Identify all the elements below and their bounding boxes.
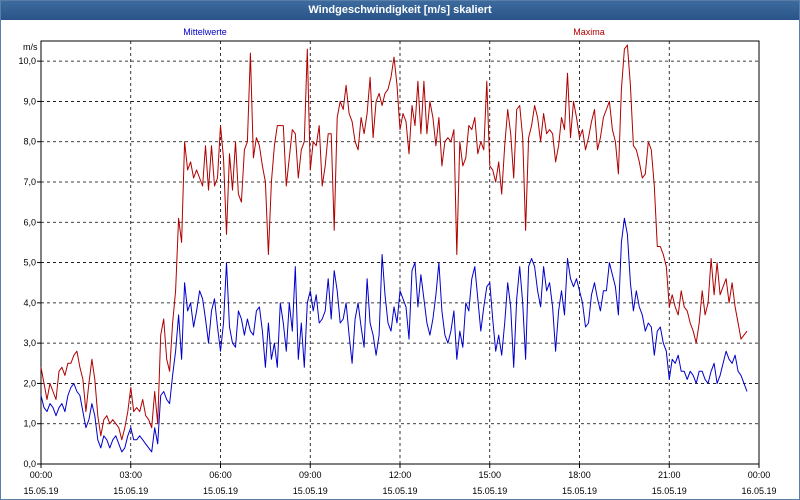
x-tick-time: 15:00 — [478, 470, 501, 480]
x-tick-time: 12:00 — [389, 470, 412, 480]
y-tick-label: 8,0 — [23, 137, 36, 147]
x-tick-time: 00:00 — [748, 470, 771, 480]
x-tick-date: 15.05.19 — [23, 486, 58, 496]
x-tick-date: 16.05.19 — [741, 486, 776, 496]
x-tick-time: 09:00 — [299, 470, 322, 480]
x-tick-date: 15.05.19 — [203, 486, 238, 496]
x-tick-date: 15.05.19 — [293, 486, 328, 496]
y-tick-label: 2,0 — [23, 378, 36, 388]
x-tick-date: 15.05.19 — [113, 486, 148, 496]
legend-mittelwerte: Mittelwerte — [183, 27, 227, 37]
y-tick-label: 6,0 — [23, 217, 36, 227]
y-tick-label: 0,0 — [23, 459, 36, 469]
y-tick-label: 7,0 — [23, 177, 36, 187]
line-chart: 0,0 1,0 2,0 3,0 4,0 5,0 6,0 7,0 8,0 9,0 10,0 m/s 00:… — [18, 27, 776, 496]
x-tick-time: 00:00 — [30, 470, 53, 480]
x-tick-time: 06:00 — [209, 470, 232, 480]
y-tick-label: 3,0 — [23, 338, 36, 348]
x-tick-date: 15.05.19 — [652, 486, 687, 496]
y-tick-label: 10,0 — [18, 56, 36, 66]
x-tick-time: 18:00 — [568, 470, 591, 480]
x-tick-date: 15.05.19 — [472, 486, 507, 496]
y-tick-label: 5,0 — [23, 258, 36, 268]
window-title: Windgeschwindigkeit [m/s] skaliert — [1, 1, 799, 20]
legend-maxima: Maxima — [573, 27, 605, 37]
y-tick-label: 1,0 — [23, 419, 36, 429]
x-tick-time: 03:00 — [119, 470, 142, 480]
series-line-mittelwerte — [40, 217, 748, 453]
y-tick-label: 4,0 — [23, 298, 36, 308]
x-tick-time: 21:00 — [658, 470, 681, 480]
y-tick-label: 9,0 — [23, 96, 36, 106]
series-line-maxima — [40, 44, 748, 441]
y-axis-label: m/s — [23, 42, 38, 52]
x-tick-date: 15.05.19 — [382, 486, 417, 496]
x-tick-date: 15.05.19 — [562, 486, 597, 496]
